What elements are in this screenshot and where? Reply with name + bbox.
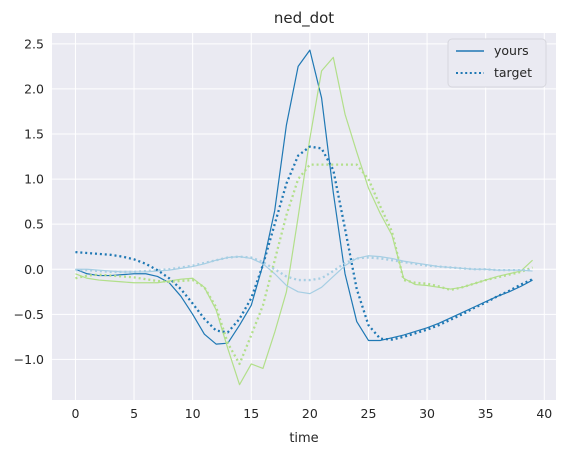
legend: yours target (447, 38, 547, 88)
x-tick-label: 25 (361, 406, 377, 421)
series-line-yours-2 (75, 56, 533, 386)
legend-label-target: target (494, 65, 532, 80)
y-tick-label: 1.5 (24, 126, 44, 141)
y-tick-label: 0.0 (24, 262, 44, 277)
y-tick-label: 2.0 (24, 81, 44, 96)
y-tick-label: 2.5 (24, 36, 44, 51)
x-tick-label: 20 (302, 406, 318, 421)
x-tick-label: 10 (185, 406, 201, 421)
series-line-yours-0 (75, 49, 533, 345)
x-tick-label: 0 (71, 406, 79, 421)
x-axis-label: time (289, 431, 318, 446)
legend-label-yours: yours (494, 43, 529, 58)
y-tick-label: −1.0 (14, 352, 44, 367)
chart-title: ned_dot (274, 9, 334, 28)
x-tick-label: 30 (419, 406, 435, 421)
series-line-target-5 (75, 255, 533, 282)
y-tick-label: 0.5 (24, 217, 44, 232)
x-tick-label: 5 (130, 406, 138, 421)
y-tick-label: −0.5 (14, 307, 44, 322)
series-lines (75, 49, 534, 386)
plot-background (52, 33, 556, 400)
x-tick-label: 15 (243, 406, 259, 421)
y-tick-labels: −1.0 −0.5 0.0 0.5 1.0 1.5 2.0 2.5 (14, 36, 44, 367)
x-tick-label: 35 (478, 406, 494, 421)
series-line-yours-4 (75, 255, 533, 295)
x-tick-label: 40 (536, 406, 552, 421)
x-tick-labels: 0 5 10 15 20 25 30 35 40 (71, 406, 552, 421)
series-line-target-1 (75, 145, 534, 341)
y-tick-label: 1.0 (24, 172, 44, 187)
